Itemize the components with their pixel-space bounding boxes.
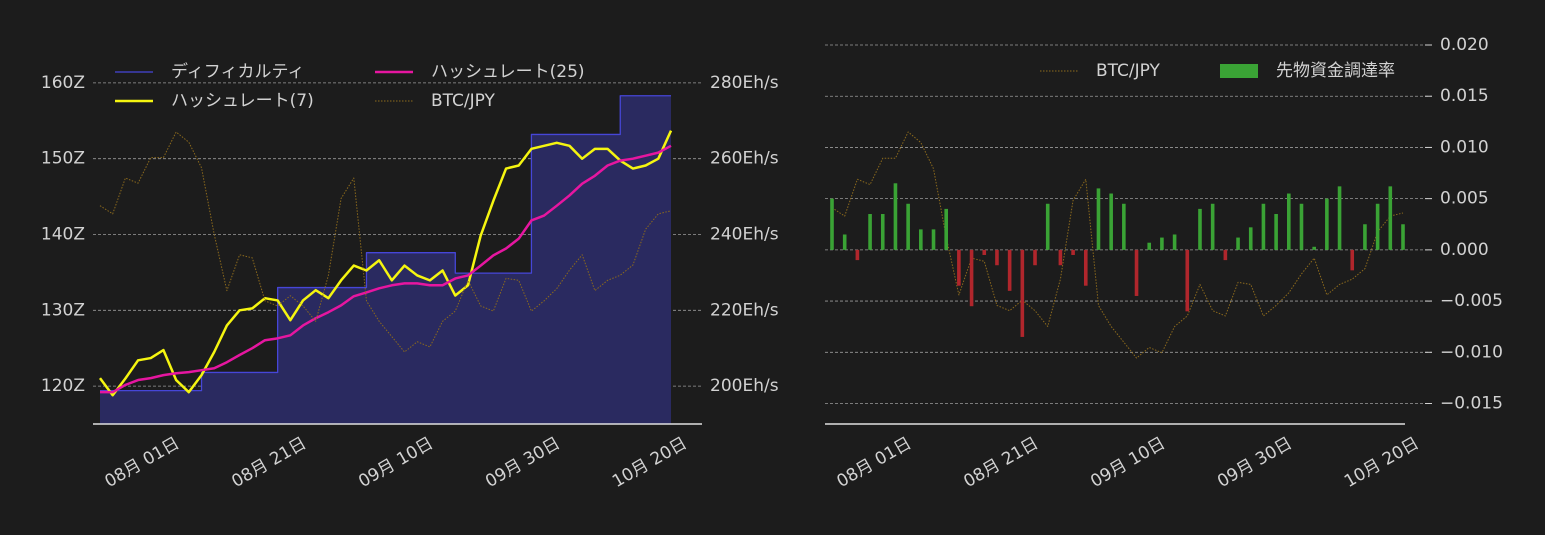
y-tick-label: 120Z: [41, 376, 85, 396]
bar: [842, 234, 847, 250]
y-tick-label: 0.010: [1440, 137, 1489, 157]
bar: [1122, 203, 1126, 250]
y2-tick-label: 200Eh/s: [710, 376, 779, 396]
bar: [995, 249, 999, 266]
line: [831, 131, 1404, 359]
bar: [957, 249, 961, 286]
area: [100, 95, 671, 424]
y-tick-label: −0.015: [1440, 394, 1503, 414]
bar: [1007, 249, 1012, 291]
legend-label: ハッシュレート(25): [431, 62, 585, 82]
bar: [1248, 227, 1253, 250]
bar: [919, 229, 923, 250]
bar: [1045, 203, 1050, 250]
bar: [944, 208, 948, 250]
bar: [982, 249, 987, 255]
legend-label: 先物資金調達率: [1276, 61, 1395, 81]
legend-swatch: [1220, 64, 1258, 78]
bar: [1350, 249, 1355, 271]
legend-label: ディフィカルティ: [171, 61, 304, 82]
bar: [880, 214, 885, 250]
y2-tick-label: 260Eh/s: [710, 149, 779, 169]
y-tick-label: 140Z: [41, 225, 85, 245]
bar: [1236, 237, 1240, 250]
bar: [1274, 214, 1278, 250]
bar: [1198, 208, 1202, 250]
y-tick-label: 0.005: [1440, 189, 1489, 209]
bar: [1071, 249, 1075, 255]
legend-label: ハッシュレート(7): [171, 91, 314, 111]
legend-label: BTC/JPY: [1096, 61, 1161, 81]
bar: [1033, 249, 1037, 266]
bar: [1325, 198, 1329, 250]
bar: [1287, 193, 1291, 250]
y2-tick-label: 280Eh/s: [710, 73, 779, 93]
y-tick-label: −0.005: [1440, 291, 1503, 311]
bar: [1210, 203, 1215, 250]
bar: [830, 198, 834, 250]
bar: [1388, 186, 1393, 250]
bar: [1261, 203, 1266, 250]
bar: [1172, 234, 1177, 250]
bar: [1312, 246, 1316, 250]
bar: [969, 249, 974, 307]
y2-tick-label: 240Eh/s: [710, 225, 779, 245]
y-tick-label: 0.020: [1440, 35, 1489, 55]
bar: [893, 183, 898, 250]
bar: [1096, 188, 1101, 250]
bar: [1363, 224, 1367, 250]
bar: [1020, 249, 1025, 337]
bar: [1109, 193, 1113, 250]
bar: [855, 249, 860, 261]
y-tick-label: 0.000: [1440, 240, 1489, 260]
line: [98, 130, 673, 397]
bar: [1147, 242, 1152, 250]
y-tick-label: 130Z: [41, 300, 85, 320]
bar: [1375, 203, 1380, 250]
y-tick-label: −0.010: [1440, 342, 1503, 362]
bar: [1058, 249, 1063, 266]
bar: [1401, 224, 1405, 250]
y-tick-label: 150Z: [41, 149, 85, 169]
bar: [906, 203, 910, 250]
bar: [1299, 203, 1304, 250]
y-tick-label: 0.015: [1440, 86, 1489, 106]
bar: [1134, 249, 1139, 296]
bar: [1185, 249, 1190, 312]
bar: [931, 229, 936, 250]
bar: [1160, 237, 1164, 250]
line: [100, 144, 672, 394]
bar: [868, 214, 872, 250]
bar: [1337, 186, 1342, 250]
bar: [1083, 249, 1088, 286]
line: [100, 95, 671, 392]
bar: [1223, 249, 1228, 261]
y-tick-label: 160Z: [41, 73, 85, 93]
y2-tick-label: 220Eh/s: [710, 300, 779, 320]
legend-label: BTC/JPY: [431, 91, 496, 111]
